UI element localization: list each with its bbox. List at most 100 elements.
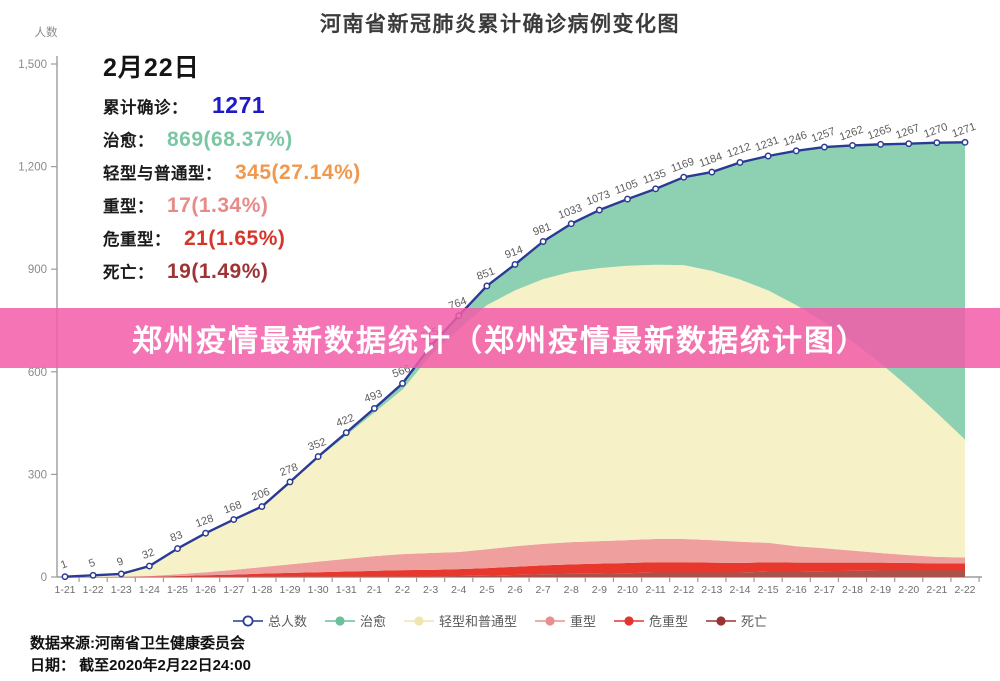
stat-row-critical: 危重型： 21(1.65%) [103, 226, 361, 251]
area-death [65, 570, 965, 577]
data-label: 914 [503, 244, 524, 262]
stat-row-total-confirmed: 累计确诊： 1271 [103, 92, 361, 119]
stat-label: 累计确诊： [103, 99, 188, 117]
stat-value: 345(27.14%) [235, 161, 361, 184]
legend-marker-icon [403, 615, 434, 626]
x-tick-label: 2-22 [954, 584, 975, 596]
data-point [539, 238, 547, 245]
y-tick-label: 0 [41, 572, 47, 584]
x-tick-label: 2-16 [786, 584, 807, 596]
stat-label: 治愈： [103, 132, 154, 150]
legend-label: 危重型 [649, 614, 689, 629]
data-point [792, 147, 800, 155]
data-point [820, 143, 828, 151]
legend-marker-icon [706, 615, 737, 626]
data-label: 851 [475, 265, 496, 283]
data-label: 1267 [894, 122, 921, 142]
data-source-line: 数据来源:河南省卫生健康委员会 [30, 635, 245, 652]
x-tick-label: 2-1 [367, 584, 382, 596]
x-tick-label: 1-28 [251, 584, 272, 596]
legend-item-mild[interactable]: 轻型和普通型 [403, 611, 517, 630]
data-point [286, 478, 294, 486]
x-tick-label: 2-2 [395, 584, 410, 596]
data-label: 1270 [922, 121, 949, 141]
legend-item-severe[interactable]: 重型 [535, 611, 596, 630]
data-label: 1265 [866, 123, 893, 143]
stat-value: 21(1.65%) [184, 227, 286, 250]
legend-item-total[interactable]: 总人数 [232, 611, 307, 630]
data-point [399, 379, 406, 387]
data-point [933, 139, 941, 147]
x-tick-label: 2-9 [592, 584, 607, 596]
data-point [117, 570, 125, 578]
data-point [764, 152, 772, 160]
x-tick-label: 1-30 [308, 584, 329, 596]
y-tick-label: 1,200 [18, 162, 47, 174]
data-label: 32 [141, 547, 157, 562]
legend-marker-icon [535, 615, 565, 626]
x-tick-label: 1-21 [54, 584, 75, 596]
legend-item-critical[interactable]: 危重型 [614, 611, 688, 630]
x-tick-label: 1-27 [223, 584, 244, 596]
y-tick-label: 600 [28, 367, 47, 379]
data-point [652, 185, 660, 193]
x-tick-label: 2-18 [842, 584, 863, 596]
legend-label: 死亡 [741, 614, 768, 629]
stat-row-cured: 治愈： 869(68.37%) [103, 127, 361, 152]
data-point [61, 573, 69, 581]
data-label: 1257 [810, 125, 837, 145]
footer: 数据来源:河南省卫生健康委员会 日期： 截至2020年2月22日24:00 [30, 633, 251, 677]
data-point [230, 516, 238, 523]
data-label: 1231 [754, 134, 781, 154]
data-point [708, 168, 716, 176]
data-date-line: 日期： 截至2020年2月22日24:00 [30, 656, 251, 674]
data-point [961, 138, 969, 146]
data-label: 278 [278, 461, 299, 479]
x-tick-label: 2-17 [814, 584, 835, 596]
data-label: 1271 [950, 121, 977, 141]
headline-banner-text: 郑州疫情最新数据统计（郑州疫情最新数据统计图） [132, 325, 868, 358]
legend-marker-icon [232, 615, 263, 626]
data-label: 1073 [585, 188, 612, 208]
area-critical [65, 562, 965, 577]
stat-value: 869(68.37%) [167, 128, 293, 151]
x-tick-label: 2-8 [564, 584, 579, 596]
legend-label: 总人数 [267, 614, 307, 629]
data-label: 128 [194, 513, 215, 531]
x-tick-label: 1-31 [336, 584, 357, 596]
y-tick-label: 900 [28, 264, 47, 276]
x-tick-label: 2-3 [423, 584, 438, 596]
data-label: 1184 [698, 151, 724, 170]
x-tick-label: 2-7 [536, 584, 551, 596]
data-label: 168 [222, 499, 243, 517]
stats-rows: 累计确诊： 1271 治愈： 869(68.37%) 轻型与普通型： 345(27.14%… [103, 92, 361, 284]
data-point [849, 141, 856, 149]
data-point [314, 453, 322, 461]
x-tick-label: 1-29 [279, 584, 300, 596]
data-label: 83 [169, 529, 185, 544]
x-tick-label: 1-25 [167, 584, 188, 596]
data-label: 493 [363, 388, 384, 406]
legend-item-death[interactable]: 死亡 [706, 611, 767, 630]
chart-legend: 总人数 治愈 轻型和普通型 重型 危重型 死亡 [0, 611, 1000, 630]
x-tick-label: 2-19 [870, 584, 891, 596]
data-point [595, 206, 603, 214]
data-point [736, 159, 744, 166]
stat-value: 1271 [212, 92, 266, 118]
data-label: 206 [250, 486, 271, 504]
data-point [174, 545, 181, 553]
area-cured [65, 142, 965, 577]
y-axis-title: 人数 [35, 25, 58, 39]
data-point [89, 571, 97, 579]
stats-panel: 2月22日 累计确诊： 1271 治愈： 869(68.37%) 轻型与普通型： 345(… [103, 48, 361, 284]
stat-label: 轻型与普通型： [103, 165, 222, 183]
data-label: 9 [115, 555, 125, 568]
legend-label: 重型 [570, 614, 597, 629]
legend-item-cured[interactable]: 治愈 [324, 611, 386, 630]
data-label: 1246 [782, 129, 809, 149]
x-tick-label: 2-6 [507, 584, 522, 596]
chart-title: 河南省新冠肺炎累计确诊病例变化图 [320, 13, 680, 36]
data-point [877, 140, 885, 148]
data-label: 1135 [641, 167, 667, 186]
